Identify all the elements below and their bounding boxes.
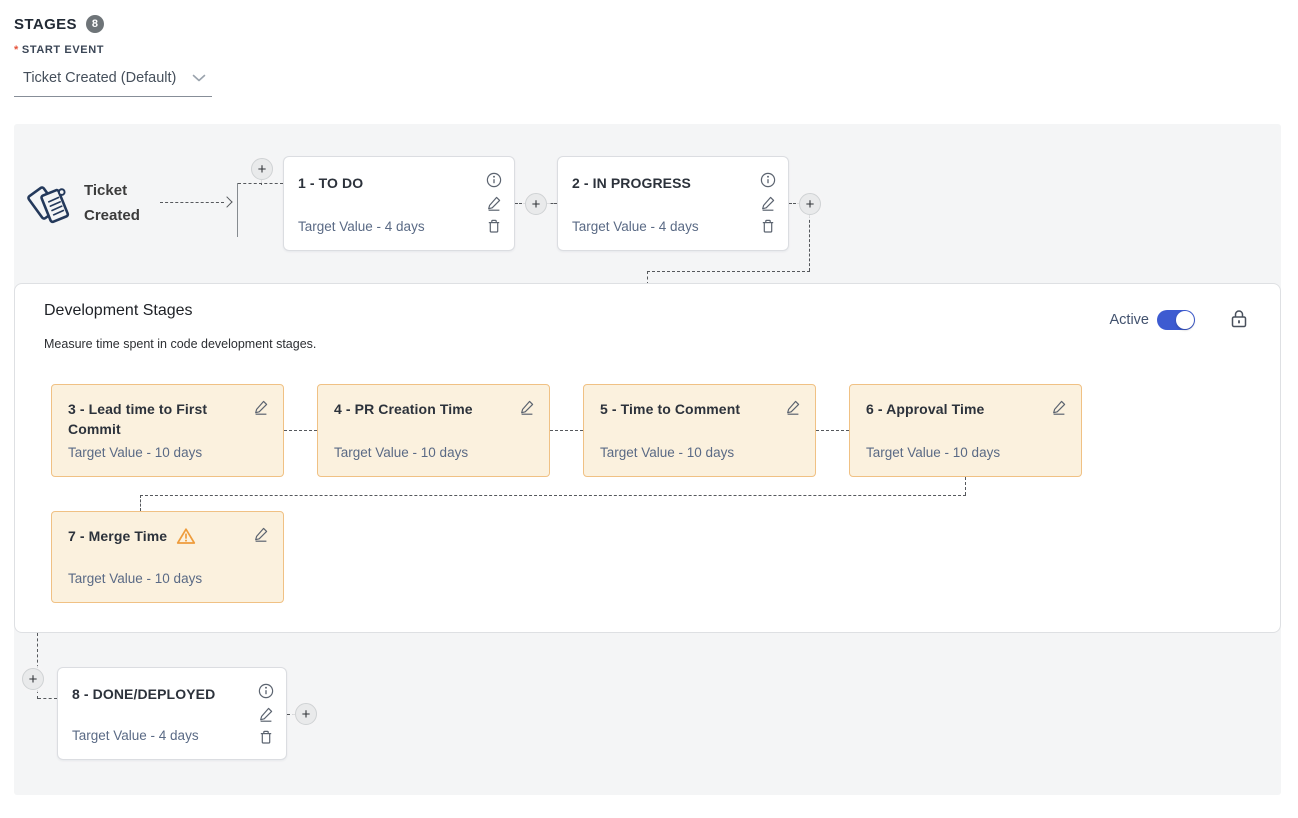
plus-icon: + [531,195,541,213]
connector [37,633,38,668]
page-header: STAGES 8 [14,15,104,33]
add-stage-button[interactable]: + [22,668,44,690]
connector [789,203,800,204]
add-stage-button[interactable]: + [295,703,317,725]
stage-title: 7 - Merge Time [68,528,168,544]
ticket-icon [27,186,70,224]
edit-icon[interactable] [486,195,502,211]
stage-title: 2 - IN PROGRESS [572,175,691,191]
edit-icon[interactable] [253,399,269,415]
warning-icon [177,528,196,544]
connector [965,477,966,495]
delete-icon[interactable] [258,729,274,745]
toggle-knob [1176,311,1194,329]
stage-target-value: Target Value - 4 days [572,219,699,234]
connector [547,203,557,204]
plus-icon: + [28,670,38,688]
stage-target-value: Target Value - 4 days [72,728,199,743]
stage-card-1[interactable]: 1 - TO DO Target Value - 4 days [283,156,515,251]
stage-card-7[interactable]: 7 - Merge Time Target Value - 10 days [51,511,284,603]
start-event-label-row: * START EVENT [14,44,104,56]
connector [160,202,224,203]
connector [261,180,262,185]
stage-title: 8 - DONE/DEPLOYED [72,686,216,702]
plus-icon: + [257,160,267,178]
stage-title: 6 - Approval Time [866,401,985,417]
connector [550,430,583,431]
group-description: Measure time spent in code development s… [44,337,317,351]
start-event-value: Ticket Created (Default) [23,70,177,86]
info-icon[interactable] [486,172,502,188]
edit-icon[interactable] [258,706,274,722]
stage-target-value: Target Value - 10 days [600,445,735,460]
connector [37,690,38,699]
stage-card-2[interactable]: 2 - IN PROGRESS Target Value - 4 days [557,156,789,251]
stage-actions [486,172,502,234]
connector [287,714,295,715]
start-event-select[interactable]: Ticket Created (Default) [14,62,212,97]
stage-target-value: Target Value - 10 days [866,445,1001,460]
page-title: STAGES [14,15,77,33]
edit-icon[interactable] [519,399,535,415]
active-label: Active [1109,312,1150,328]
stage-title: 5 - Time to Comment [600,401,741,417]
start-event-label: START EVENT [21,44,105,56]
start-node-label: Ticket Created [84,182,140,224]
connector [809,215,810,271]
connector [238,183,283,184]
stage-card-8[interactable]: 8 - DONE/DEPLOYED Target Value - 4 days [57,667,287,760]
connector [140,495,966,496]
stage-target-value: Target Value - 10 days [68,571,203,586]
required-mark: * [14,44,19,56]
plus-icon: + [805,195,815,213]
delete-icon[interactable] [486,218,502,234]
edit-icon[interactable] [253,526,269,542]
connector [140,495,141,511]
stage-group-panel: Development Stages Measure time spent in… [14,283,1281,633]
connector [38,698,57,699]
stage-title: 1 - TO DO [298,175,364,191]
stage-card-6[interactable]: 6 - Approval Time Target Value - 10 days [849,384,1082,477]
stage-title: 4 - PR Creation Time [334,401,473,417]
edit-icon[interactable] [785,399,801,415]
lock-icon[interactable] [1230,309,1248,329]
add-stage-button[interactable]: + [799,193,821,215]
arrowhead [221,196,233,208]
add-stage-button[interactable]: + [251,158,273,180]
stage-target-value: Target Value - 4 days [298,219,425,234]
workflow-canvas: Ticket Created + 1 - TO DO Target Value … [14,124,1281,795]
stage-actions [760,172,776,234]
group-title: Development Stages [44,302,193,319]
stage-card-4[interactable]: 4 - PR Creation Time Target Value - 10 d… [317,384,550,477]
group-active-control: Active [1109,310,1195,330]
connector [237,183,238,237]
stage-count-badge: 8 [85,15,104,33]
plus-icon: + [301,705,311,723]
active-toggle[interactable] [1157,310,1195,330]
connector [515,203,526,204]
info-icon[interactable] [760,172,776,188]
edit-icon[interactable] [1051,399,1067,415]
stage-target-value: Target Value - 10 days [334,445,469,460]
delete-icon[interactable] [760,218,776,234]
connector [647,271,810,272]
connector [647,271,648,285]
stage-title: 3 - Lead time to First Commit [68,401,208,437]
stage-card-5[interactable]: 5 - Time to Comment Target Value - 10 da… [583,384,816,477]
stage-target-value: Target Value - 10 days [68,445,203,460]
stage-card-3[interactable]: 3 - Lead time to First Commit Target Val… [51,384,284,477]
edit-icon[interactable] [760,195,776,211]
info-icon[interactable] [258,683,274,699]
connector [816,430,849,431]
add-stage-button[interactable]: + [525,193,547,215]
connector [284,430,317,431]
chevron-down-icon [192,74,206,82]
stage-actions [258,683,274,745]
